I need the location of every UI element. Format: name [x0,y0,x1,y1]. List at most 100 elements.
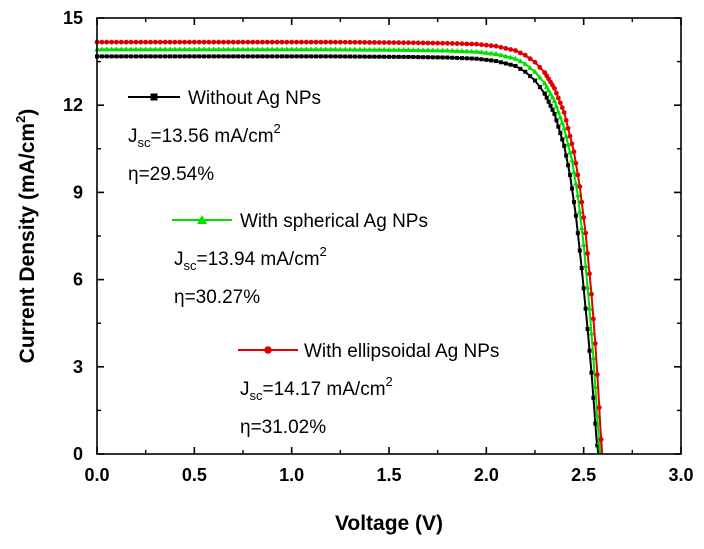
data-point [182,39,188,45]
data-point [479,42,484,48]
data-point [548,103,553,108]
data-point [484,57,489,62]
data-point [573,213,578,218]
data-point [445,40,450,46]
data-point [425,40,431,46]
data-point [528,74,533,79]
data-point [148,39,153,45]
data-point [103,46,110,52]
data-point [240,46,246,52]
data-point [587,348,592,353]
data-point [123,39,129,45]
data-point [537,65,543,70]
data-point [434,47,441,53]
data-point [522,60,529,66]
data-point [468,48,475,54]
data-point [556,124,561,129]
data-point [196,39,202,45]
jsc-without: Jsc=13.56 mA/cm2 [128,121,281,150]
data-point [318,46,324,52]
data-point [114,54,119,59]
data-point [357,39,363,45]
data-point [401,54,406,59]
data-point [542,91,547,96]
data-point [575,192,581,198]
data-point [532,68,538,74]
data-point [172,54,177,59]
data-point [563,133,569,139]
data-point [226,54,231,59]
x-tick-label: 0.0 [84,465,109,485]
data-point [221,39,226,45]
data-point [230,46,237,52]
data-point [255,39,260,45]
data-point [576,208,583,214]
data-point [191,46,198,52]
data-point [590,355,597,361]
data-point [337,39,343,45]
data-point [552,85,557,91]
data-point [167,46,173,52]
data-point [561,125,567,131]
data-point [421,55,426,60]
data-point [483,42,489,48]
data-point [591,316,596,322]
data-point [206,54,211,59]
data-point [342,46,348,52]
data-point [493,51,499,57]
data-point [460,56,464,61]
data-point [133,54,138,59]
data-point [557,114,564,120]
data-point [503,53,509,59]
series-2 [94,39,604,455]
data-point [123,46,129,52]
data-point [279,46,285,52]
data-point [133,46,139,52]
data-point [588,330,595,336]
legend-marker-ellipsoidal [264,346,272,354]
data-point [309,54,314,59]
data-point [592,384,599,390]
data-point [381,46,387,52]
data-point [454,41,460,46]
data-point [347,39,353,45]
data-point [372,40,377,45]
data-point [250,39,256,45]
data-point [216,39,222,45]
data-point [264,39,270,45]
data-point [138,39,144,45]
y-axis-title: Current Density (mA/cm2) [13,109,39,364]
data-point [544,95,549,100]
data-point [284,46,290,52]
data-point [104,39,110,45]
x-tick-label: 2.0 [474,465,499,485]
data-point [579,265,584,270]
data-point [333,39,338,45]
data-point [594,372,600,377]
data-point [464,56,469,61]
data-point [275,54,280,59]
data-point [464,48,470,54]
data-point [494,59,499,64]
data-point [362,54,367,59]
data-point [109,39,114,45]
data-point [565,125,571,131]
data-point [550,107,555,112]
data-point [569,157,575,163]
data-point [114,39,119,45]
data-point [231,54,236,59]
data-point [181,46,188,52]
data-point [415,40,421,46]
data-point [547,90,554,96]
data-point [587,271,592,277]
data-point [583,230,589,236]
data-point [187,39,192,45]
data-point [445,55,450,60]
data-point [323,54,328,59]
data-point [406,40,411,46]
legend-entry-ellipsoidal: With ellipsoidal Ag NPs Jsc=14.17 mA/cm2… [238,341,499,438]
data-point [584,284,591,290]
data-point [142,46,149,52]
data-point [430,47,436,53]
